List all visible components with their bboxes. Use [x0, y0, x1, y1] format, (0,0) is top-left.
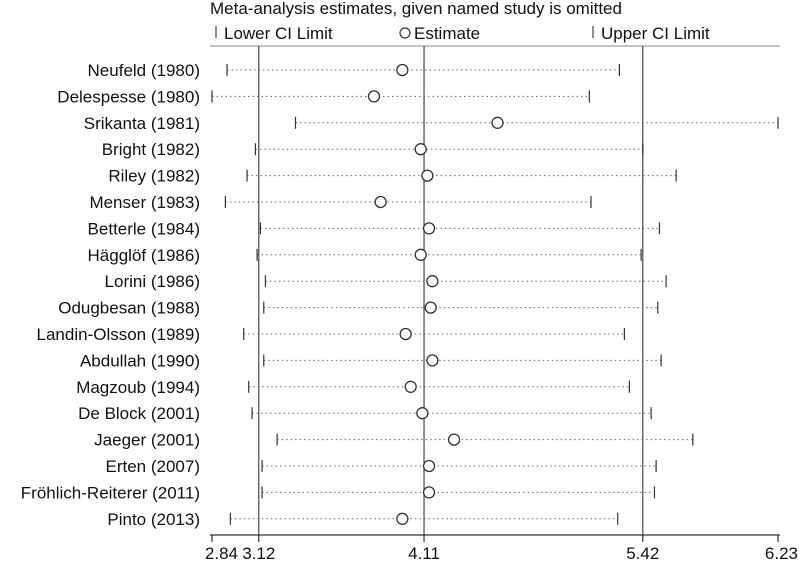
study-row: Hägglöf (1986) — [88, 246, 642, 265]
x-axis-ticks: 2.84 3.12 4.11 5.42 6.23 — [205, 535, 798, 561]
legend: Lower CI Limit Estimate Upper CI Limit — [215, 24, 710, 43]
legend-estimate-circle — [399, 27, 411, 39]
study-rows: Neufeld (1980) Delespesse (1980) Srikanta … — [21, 61, 779, 529]
estimate-marker — [414, 248, 427, 261]
study-row: Srikanta (1981) — [84, 114, 779, 133]
estimate-marker — [422, 222, 436, 235]
study-row: Riley (1982) — [108, 167, 677, 186]
estimate-marker — [491, 116, 504, 129]
study-label: Neufeld (1980) — [88, 61, 200, 80]
study-label: Betterle (1984) — [88, 219, 200, 238]
estimate-marker — [416, 407, 429, 420]
study-row: Abdullah (1990) — [80, 351, 662, 370]
estimate-marker — [424, 301, 437, 314]
estimate-marker — [426, 275, 439, 288]
legend-estimate-label: Estimate — [414, 24, 480, 43]
study-label: Magzoub (1994) — [76, 378, 200, 397]
legend-upper-ci-label: Upper CI Limit — [601, 24, 710, 43]
study-label: Landin-Olsson (1989) — [37, 325, 200, 344]
study-row: Fröhlich-Reiterer (2011) — [21, 483, 656, 502]
study-row: Pinto (2013) — [107, 510, 619, 529]
study-label: Odugbesan (1988) — [58, 299, 200, 318]
study-row: Bright (1982) — [102, 140, 644, 159]
estimate-marker — [426, 354, 439, 367]
study-row: Erten (2007) — [106, 457, 657, 476]
estimate-marker — [422, 486, 436, 499]
study-row: De Block (2001) — [78, 404, 652, 423]
study-row: Magzoub (1994) — [76, 378, 631, 397]
study-label: Hägglöf (1986) — [88, 246, 200, 265]
estimate-marker — [367, 90, 381, 103]
x-tick-label: 3.12 — [242, 544, 275, 561]
estimate-marker — [422, 459, 436, 473]
reference-lines — [258, 46, 644, 535]
study-row: Lorini (1986) — [105, 272, 667, 291]
study-label: Lorini (1986) — [105, 272, 200, 291]
estimate-marker — [399, 327, 412, 341]
study-row: Menser (1983) — [89, 193, 592, 212]
estimate-marker — [414, 143, 427, 156]
study-label: Fröhlich-Reiterer (2011) — [21, 483, 200, 502]
study-label: Pinto (2013) — [107, 510, 200, 529]
study-row: Betterle (1984) — [88, 219, 661, 238]
x-tick-label: 6.23 — [765, 544, 798, 561]
chart-title: Meta-analysis estimates, given named stu… — [210, 0, 622, 18]
legend-lower-ci-label: Lower CI Limit — [224, 24, 333, 43]
study-row: Delespesse (1980) — [57, 87, 590, 106]
estimate-marker — [396, 63, 409, 77]
estimate-marker — [447, 433, 461, 446]
study-label: Srikanta (1981) — [84, 114, 200, 133]
x-tick-label: 5.42 — [626, 544, 659, 561]
study-row: Odugbesan (1988) — [58, 299, 659, 318]
study-row: Jaeger (2001) — [94, 431, 694, 450]
study-label: Menser (1983) — [89, 193, 200, 212]
study-label: Riley (1982) — [108, 167, 200, 186]
study-row: Neufeld (1980) — [88, 61, 620, 80]
study-label: Bright (1982) — [102, 140, 200, 159]
estimate-marker — [396, 512, 409, 525]
study-label: De Block (2001) — [78, 404, 200, 423]
study-label: Jaeger (2001) — [94, 431, 200, 450]
x-tick-label: 2.84 — [205, 544, 238, 561]
study-label: Erten (2007) — [106, 457, 201, 476]
study-label: Delespesse (1980) — [57, 87, 200, 106]
estimate-marker — [374, 195, 387, 209]
x-tick-label: 4.11 — [408, 544, 440, 561]
study-label: Abdullah (1990) — [80, 351, 200, 370]
estimate-marker — [421, 169, 434, 182]
estimate-marker — [404, 380, 417, 393]
study-row: Landin-Olsson (1989) — [37, 325, 625, 344]
